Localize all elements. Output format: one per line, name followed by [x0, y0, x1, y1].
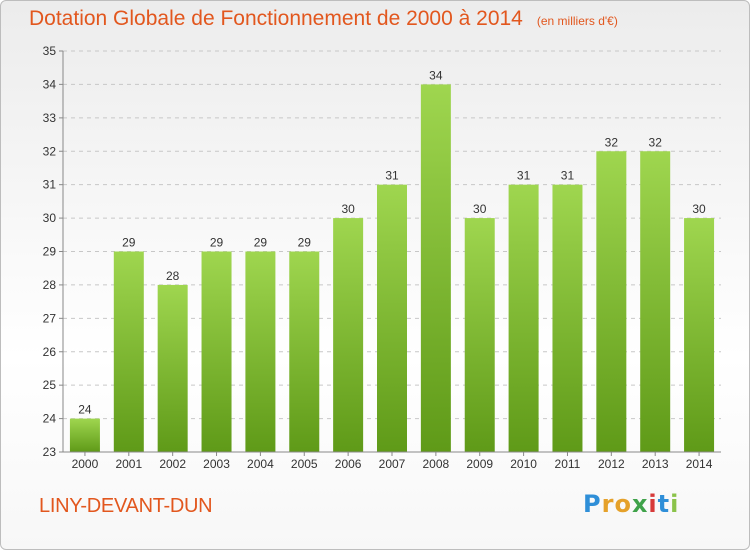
data-label: 29	[254, 236, 268, 250]
logo-letter: x	[631, 490, 649, 518]
data-label: 31	[561, 169, 575, 183]
x-tick-label: 2014	[686, 457, 713, 471]
bar	[113, 251, 144, 452]
data-label: 28	[166, 269, 180, 283]
logo-letter: i	[648, 490, 658, 518]
bar	[201, 251, 232, 452]
bar	[552, 184, 583, 452]
chart-title: Dotation Globale de Fonctionnement de 20…	[29, 7, 618, 31]
bar	[333, 218, 364, 452]
bar	[289, 251, 320, 452]
data-label: 31	[385, 169, 399, 183]
data-label: 29	[122, 236, 136, 250]
data-label: 29	[298, 236, 312, 250]
y-tick-label: 26	[43, 345, 57, 359]
proxiti-logo: Proxiti	[583, 490, 679, 518]
data-label: 32	[649, 135, 663, 149]
y-tick-label: 35	[43, 44, 57, 58]
y-tick-label: 30	[43, 211, 57, 225]
bar	[684, 218, 715, 452]
x-tick-label: 2011	[555, 457, 581, 471]
x-tick-label: 2005	[291, 457, 318, 471]
y-tick-label: 31	[43, 178, 57, 192]
data-label: 29	[210, 236, 224, 250]
bar	[420, 84, 451, 453]
commune-name: LINY-DEVANT-DUN	[39, 495, 213, 517]
bar	[377, 184, 407, 452]
data-label: 30	[341, 202, 355, 216]
y-tick-label: 33	[43, 111, 57, 125]
logo-letter: o	[614, 490, 632, 518]
axes: 23 24 25 26 27 28 29 30 31 32 33 34 35 2000 2001 2002 20…	[43, 44, 721, 471]
bar	[245, 251, 276, 452]
x-tick-label: 2000	[72, 457, 99, 471]
data-label: 30	[473, 202, 487, 216]
bar	[508, 184, 539, 452]
bar	[640, 151, 671, 452]
logo-letter: P	[583, 490, 602, 518]
bar	[69, 418, 100, 452]
logo-letter: r	[601, 490, 615, 518]
data-label: 34	[429, 68, 443, 82]
x-tick-label: 2009	[466, 457, 493, 471]
bar	[157, 284, 188, 452]
y-tick-label: 32	[43, 144, 57, 158]
x-tick-label: 2010	[510, 457, 537, 471]
data-label: 24	[78, 403, 92, 417]
y-tick-label: 23	[43, 445, 57, 459]
bars: 24 29 28 29 29 29 30 31 34 30 31 31 32 32 30	[69, 68, 715, 453]
y-tick-label: 28	[43, 278, 57, 292]
y-tick-label: 25	[43, 378, 57, 392]
y-tick-label: 29	[43, 245, 57, 259]
y-tick-label: 24	[43, 412, 57, 426]
x-tick-label: 2003	[203, 457, 230, 471]
logo-letter: i	[670, 490, 680, 518]
chart-title-text: Dotation Globale de Fonctionnement de 20…	[29, 7, 523, 30]
x-tick-label: 2008	[423, 457, 450, 471]
bar	[464, 218, 495, 452]
x-tick-label: 2006	[335, 457, 362, 471]
y-tick-label: 27	[43, 311, 57, 325]
bar	[596, 151, 627, 452]
chart-subtitle: (en milliers d'€)	[536, 14, 618, 28]
x-tick-label: 2007	[379, 457, 406, 471]
data-label: 32	[605, 135, 619, 149]
logo-letter: t	[657, 490, 671, 518]
x-tick-label: 2012	[598, 457, 625, 471]
data-label: 30	[692, 202, 706, 216]
data-label: 31	[517, 169, 531, 183]
x-tick-label: 2001	[115, 457, 142, 471]
y-tick-label: 34	[43, 77, 57, 91]
x-tick-label: 2013	[642, 457, 669, 471]
x-tick-label: 2002	[159, 457, 186, 471]
x-tick-label: 2004	[247, 457, 274, 471]
